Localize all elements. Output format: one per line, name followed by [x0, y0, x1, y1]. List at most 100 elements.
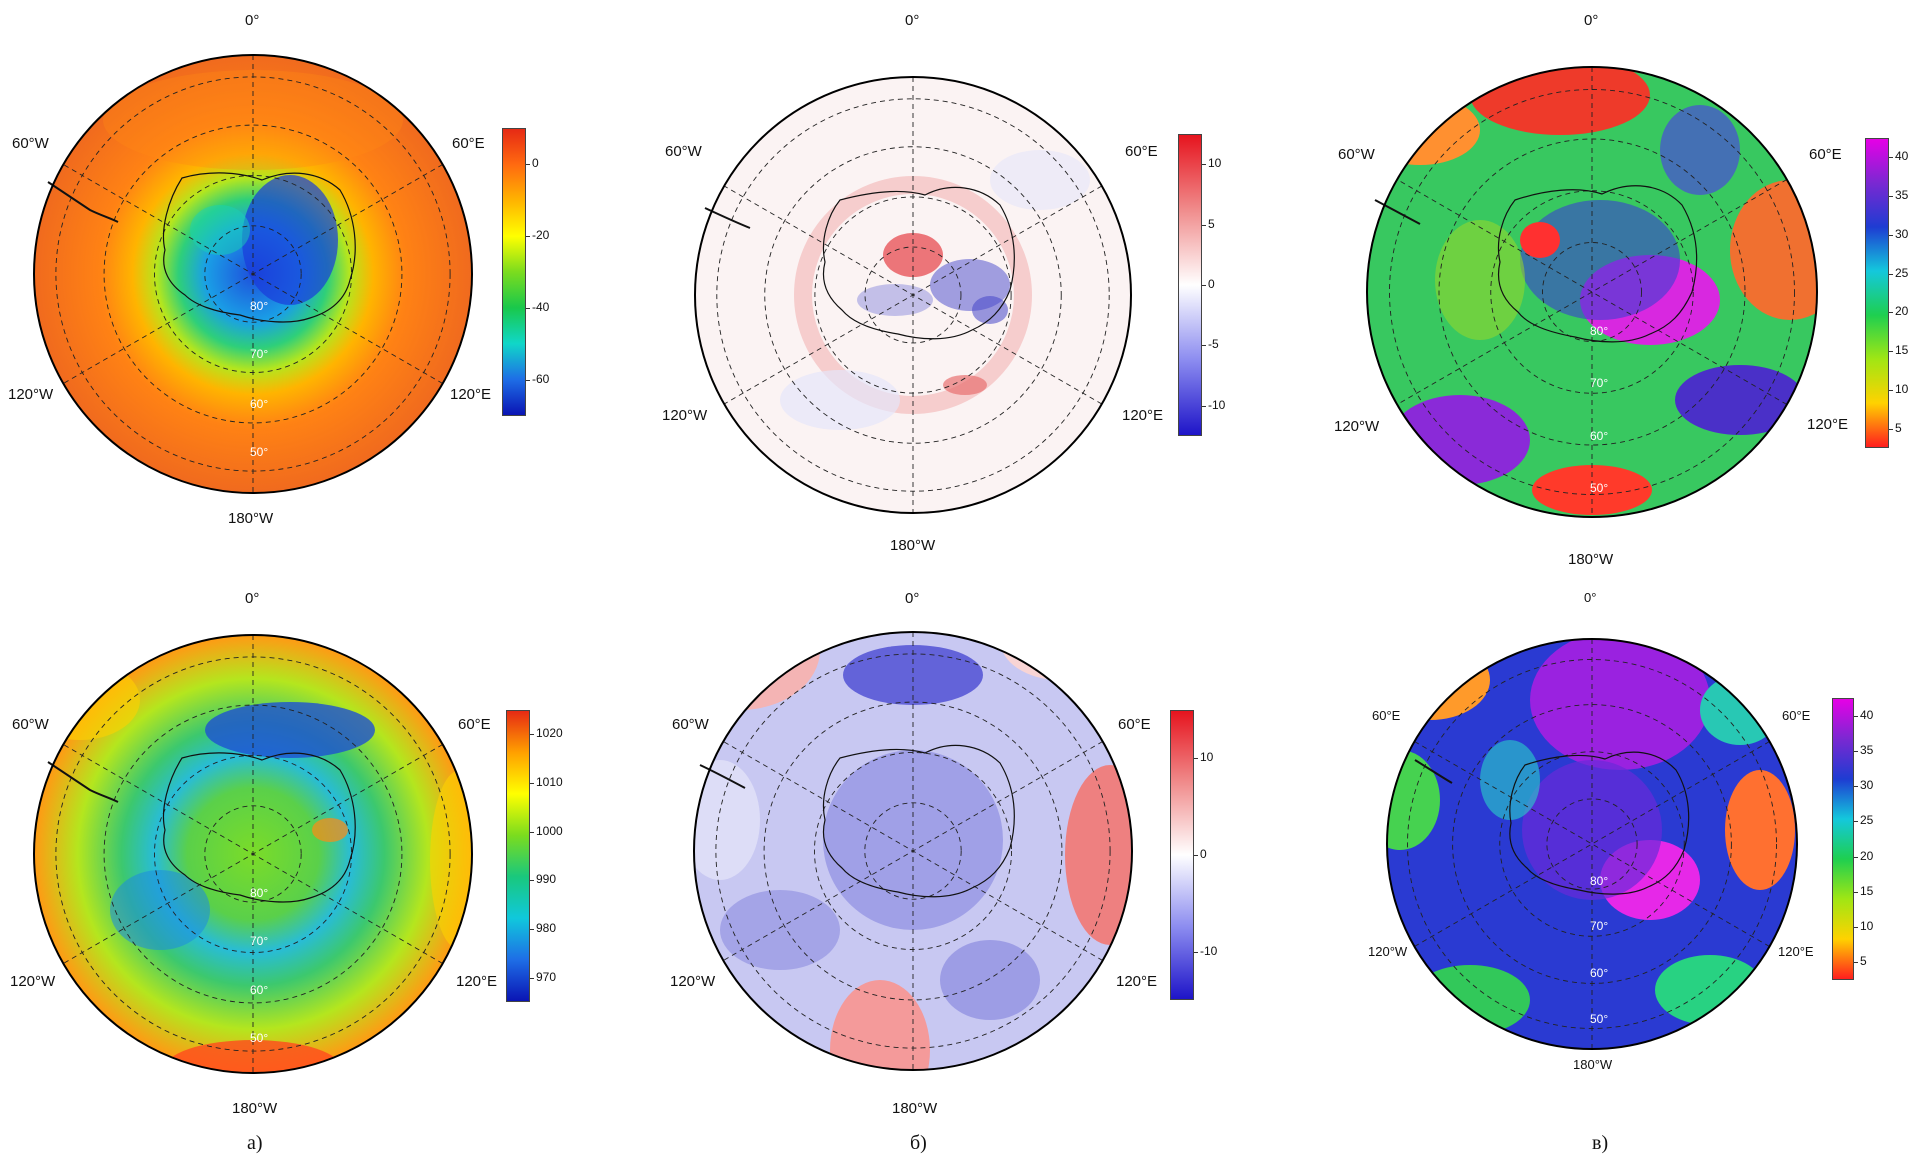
colorbar-tickmark	[1202, 405, 1206, 407]
lat-label-80: 80°	[1590, 874, 1608, 888]
colorbar-tick-label: -5	[1208, 337, 1219, 352]
colorbar-tickmark	[526, 380, 530, 381]
colorbar-tickmark	[530, 783, 534, 784]
lat-label-80: 80°	[250, 299, 268, 313]
colorbar-tick-label: 970	[536, 969, 557, 984]
lon-label-60e: 60°E	[458, 716, 491, 733]
colorbar-tickmark	[1854, 715, 1858, 717]
lon-label-60e: 60°E	[452, 135, 485, 152]
colorbar-tick-label: 5	[1860, 954, 1867, 969]
colorbar-tickmark	[1854, 750, 1858, 752]
lon-label-120w: 120°W	[1368, 944, 1408, 959]
antarctic-coastline	[162, 172, 356, 323]
lon-label-0: 0°	[905, 12, 920, 29]
colorbar-tick-label: 40	[1860, 707, 1874, 722]
lon-label-180w: 180°W	[890, 537, 936, 554]
colorbar-tick-label: 35	[1860, 742, 1874, 757]
panel-c-top: 80° 70° 60° 50° 0° 60°W 60°E 120°W 120°E…	[1320, 0, 1915, 570]
lat-label-60: 60°	[1590, 429, 1608, 443]
colorbar-tickmark	[530, 880, 534, 882]
lon-label-0: 0°	[1584, 590, 1597, 605]
colorbar-tick-label: 20	[1895, 304, 1909, 319]
latitude-circle	[1490, 190, 1694, 394]
colorbar-tickmark	[1202, 345, 1206, 347]
colorbar-tick-label: 980	[536, 921, 557, 935]
south-america-coastline	[1374, 199, 1421, 225]
lat-label-50: 50°	[1590, 481, 1608, 495]
south-america-coastline	[47, 181, 119, 223]
colorbar-tick-label: 30	[1895, 226, 1909, 241]
antarctic-coastline	[162, 752, 356, 903]
colorbar-tickmark	[1202, 224, 1206, 226]
antarctic-coastline	[822, 744, 1015, 898]
lat-label-70: 70°	[1590, 919, 1608, 933]
lon-label-120e: 120°E	[1122, 407, 1164, 424]
lon-label-120e: 120°E	[450, 386, 492, 403]
colorbar-tick-label: 35	[1895, 188, 1909, 203]
panel-letter-c: в)	[1592, 1132, 1609, 1154]
colorbar-a-bottom	[506, 710, 530, 1002]
colorbar-tickmark	[526, 308, 530, 309]
latitude-circle	[1546, 798, 1638, 890]
lon-label-60e: 60°E	[1125, 143, 1158, 160]
colorbar-tick-label: 5	[1208, 216, 1215, 231]
colorbar-tick-label: 10	[1200, 750, 1214, 765]
panel-c-bottom: 80° 70° 60° 50° 0° 60°E 60°E 120°W 120°E…	[1320, 580, 1915, 1120]
panel-b-top: 0° 60°W 60°E 120°W 120°E 180°W 10 5 0 -5 -10	[640, 0, 1240, 560]
colorbar-tick-label: 15	[1860, 883, 1874, 898]
south-america-coastline	[699, 764, 746, 789]
colorbar-tickmark	[530, 734, 534, 736]
lat-label-80: 80°	[1590, 324, 1608, 338]
lat-label-50: 50°	[1590, 1012, 1608, 1026]
lon-label-0: 0°	[905, 590, 920, 607]
panel-b-bottom: 0° 60°W 60°E 120°W 120°E 180°W 10 0 -10	[640, 580, 1240, 1120]
colorbar-tickmark	[1202, 164, 1206, 166]
lon-label-120w: 120°W	[670, 973, 716, 990]
colorbar-tickmark	[1194, 951, 1198, 953]
colorbar-tickmark	[1854, 821, 1858, 823]
colorbar-tick-label: -40	[532, 300, 550, 314]
meridian-line	[723, 741, 1103, 961]
south-america-coastline	[47, 761, 119, 803]
panel-letter-b: б)	[910, 1132, 927, 1154]
lat-label-70: 70°	[250, 934, 268, 948]
lon-label-60e: 60°E	[1809, 146, 1842, 163]
lon-label-60e: 60°E	[1118, 716, 1151, 733]
colorbar-tickmark	[530, 977, 534, 979]
colorbar-tick-label: 20	[1860, 848, 1874, 863]
colorbar-b-bottom	[1170, 710, 1194, 1000]
lon-label-180w: 180°W	[228, 510, 274, 527]
lon-label-120e: 120°E	[1807, 416, 1849, 433]
antarctic-coastline	[822, 186, 1015, 340]
panel-a-top: 80° 70° 60° 50° 0° 60°W 60°E 120°W 120°E…	[0, 0, 560, 560]
latitude-circle	[103, 124, 403, 424]
lon-label-120e: 120°E	[456, 973, 498, 990]
colorbar-tick-label: 15	[1895, 343, 1909, 358]
colorbar-tickmark	[1889, 312, 1893, 314]
lat-label-60: 60°	[250, 397, 268, 411]
lat-label-60: 60°	[1590, 966, 1608, 980]
lat-label-70: 70°	[1590, 376, 1608, 390]
meridian-line	[1396, 179, 1788, 405]
colorbar-tickmark	[1889, 351, 1893, 353]
colorbar-tick-label: 30	[1860, 778, 1874, 793]
polar-map-b-bottom	[693, 631, 1133, 1071]
colorbar-tick-label: 25	[1895, 265, 1909, 280]
lon-label-60w: 60°W	[1338, 146, 1375, 163]
colorbar-tickmark	[1202, 285, 1206, 286]
latitude-circle	[204, 225, 302, 323]
colorbar-tickmark	[1194, 758, 1198, 760]
lon-label-180w: 180°W	[892, 1100, 938, 1117]
lon-label-120e: 120°E	[1778, 944, 1814, 959]
colorbar-c-bottom	[1832, 698, 1854, 980]
lat-label-60: 60°	[250, 983, 268, 997]
antarctic-coastline	[1497, 185, 1698, 343]
lon-label-60w: 60°W	[12, 716, 49, 733]
panel-letter-a: а)	[247, 1132, 263, 1154]
colorbar-tick-label: 1010	[536, 775, 563, 789]
lon-label-120w: 120°W	[10, 973, 56, 990]
lon-label-180w: 180°W	[1573, 1057, 1613, 1072]
latitude-circle	[763, 701, 1063, 1001]
colorbar-tickmark	[1854, 927, 1858, 929]
